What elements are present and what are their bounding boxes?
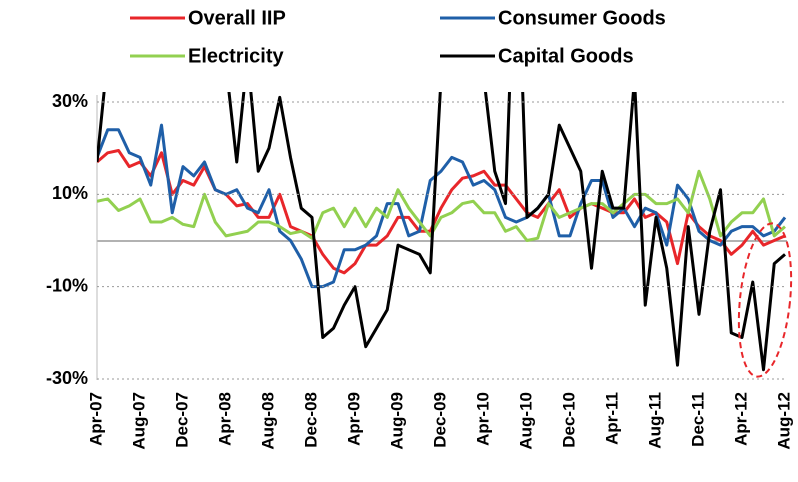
- highlight-ellipse: [737, 222, 793, 378]
- x-tick-label: Apr-08: [215, 392, 234, 446]
- x-tick-label: Dec-09: [430, 392, 449, 448]
- x-tick-label: Aug-07: [129, 392, 148, 450]
- x-tick-label: Dec-11: [688, 392, 707, 447]
- legend-label: Overall IIP: [188, 7, 286, 29]
- series-line: [97, 123, 787, 289]
- plot: [97, 92, 787, 372]
- series-line: [97, 92, 786, 372]
- series-line: [97, 169, 786, 242]
- x-tick-label: Aug-12: [774, 392, 793, 450]
- y-tick-label: 10%: [52, 183, 88, 203]
- y-tick-label: -30%: [46, 368, 88, 388]
- legend-label: Consumer Goods: [498, 7, 666, 29]
- x-tick-label: Apr-09: [344, 392, 363, 446]
- x-tick-label: Apr-12: [731, 392, 750, 446]
- x-tick-label: Apr-10: [473, 392, 492, 446]
- x-tick-label: Dec-10: [559, 392, 578, 448]
- x-tick-label: Aug-10: [516, 392, 535, 450]
- y-tick-label: -10%: [46, 275, 88, 295]
- x-tick-label: Apr-11: [602, 392, 621, 445]
- x-tick-label: Dec-08: [301, 392, 320, 448]
- x-tick-label: Aug-09: [387, 392, 406, 450]
- legend-label: Capital Goods: [498, 45, 634, 67]
- x-tick-label: Dec-07: [172, 392, 191, 448]
- x-tick-label: Aug-11: [645, 392, 664, 449]
- x-tick-label: Aug-08: [258, 392, 277, 450]
- y-tick-label: 30%: [52, 91, 88, 111]
- legend-label: Electricity: [188, 45, 284, 67]
- x-tick-label: Apr-07: [86, 392, 105, 446]
